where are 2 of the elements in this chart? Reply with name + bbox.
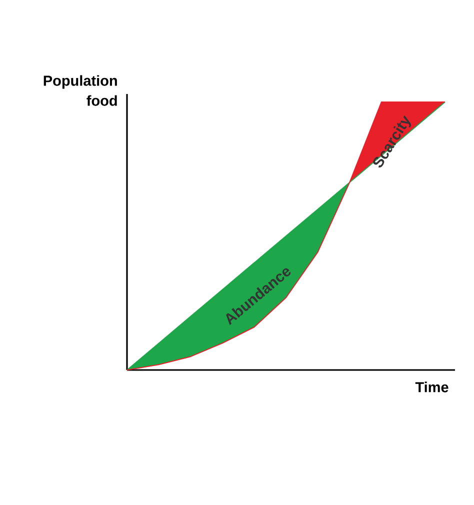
y-axis-title: Population food (44, 75, 117, 106)
x-axis-title: Time (415, 382, 448, 392)
